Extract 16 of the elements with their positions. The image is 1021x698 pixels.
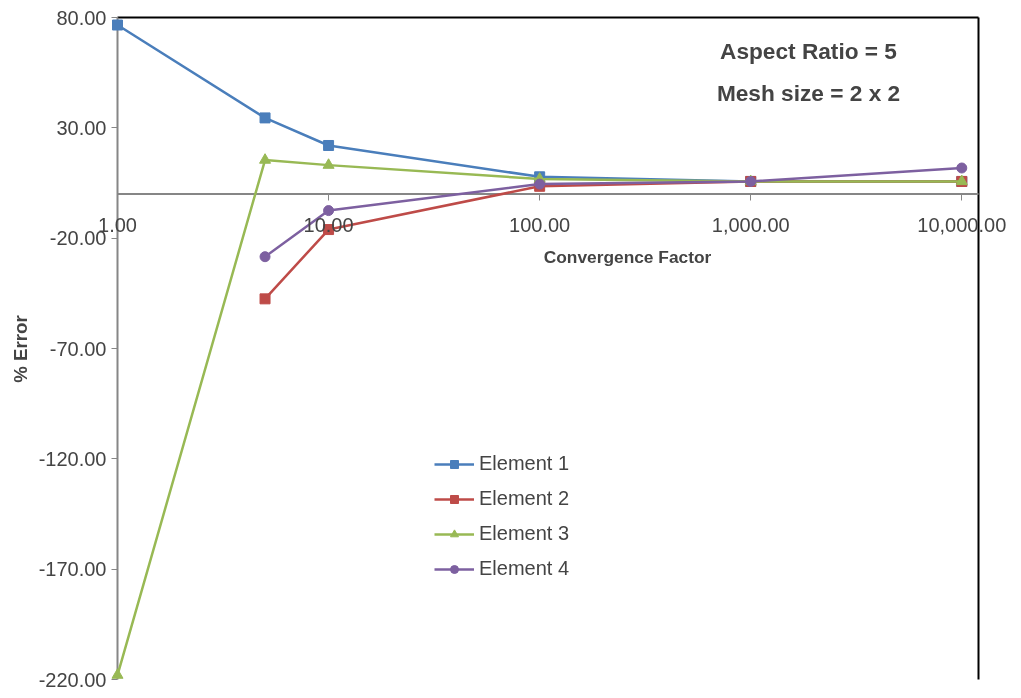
y-tick-label: -220.00 <box>38 668 107 691</box>
legend-label: Element 2 <box>479 487 570 510</box>
y-tick-label: -70.00 <box>49 337 107 360</box>
x-axis-title: Convergence Factor <box>543 247 712 268</box>
legend-label: Element 1 <box>479 452 570 475</box>
y-tick-label: 80.00 <box>56 6 107 29</box>
y-tick-label: 30.00 <box>56 116 107 139</box>
y-tick-label: -170.00 <box>38 558 107 581</box>
legend-label: Element 3 <box>479 522 570 545</box>
annotation: Aspect Ratio = 5 <box>720 37 897 64</box>
x-tick-label: 100.00 <box>509 214 571 237</box>
legend-label: Element 4 <box>479 557 570 580</box>
annotation: Mesh size = 2 x 2 <box>716 79 901 106</box>
x-tick-label: 1,000.00 <box>711 214 790 237</box>
y-axis-title: % Error <box>9 315 31 383</box>
y-tick-label: -120.00 <box>38 447 107 470</box>
